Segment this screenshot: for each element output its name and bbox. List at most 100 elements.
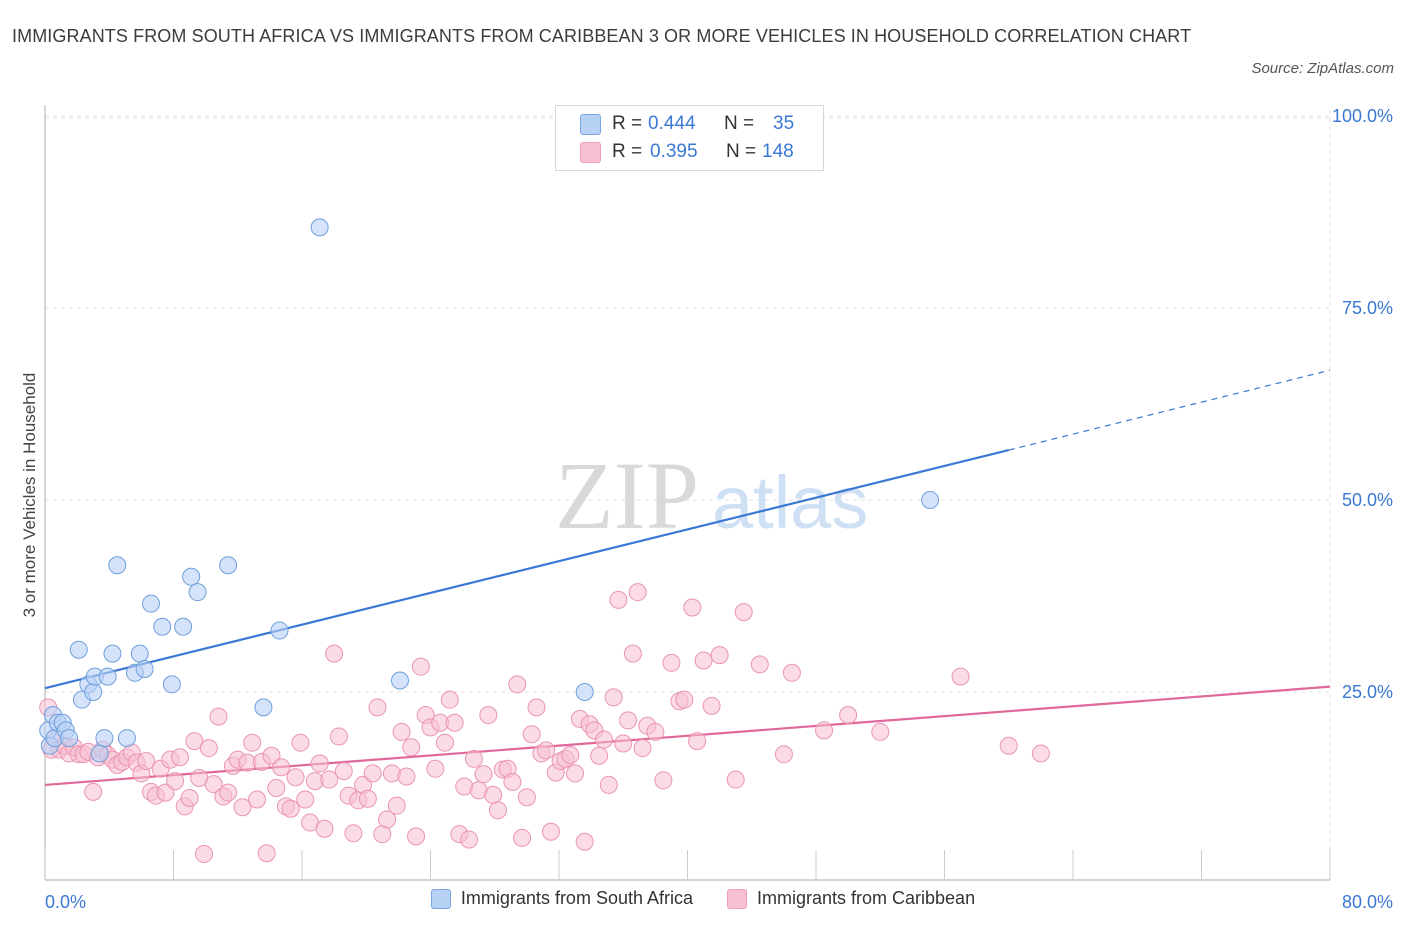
n-value-caribbean: 148 [762, 141, 794, 162]
point-caribbean [541, 822, 560, 841]
point-caribbean [272, 758, 291, 777]
point-caribbean [204, 775, 223, 794]
legend-label-south-africa: Immigrants from South Africa [460, 888, 693, 908]
point-caribbean [185, 732, 204, 751]
point-caribbean [387, 796, 406, 815]
point-caribbean [411, 657, 430, 676]
point-south-africa [130, 644, 149, 663]
point-caribbean [334, 762, 353, 781]
point-caribbean [750, 655, 769, 674]
point-south-africa [162, 675, 181, 694]
point-caribbean [726, 770, 745, 789]
point-caribbean [474, 765, 493, 784]
point-caribbean [503, 772, 522, 791]
point-caribbean [440, 690, 459, 709]
point-caribbean [594, 730, 613, 749]
point-caribbean [517, 788, 536, 807]
point-south-africa [575, 683, 594, 701]
point-caribbean [137, 752, 156, 771]
point-caribbean [694, 651, 713, 670]
legend-label-caribbean: Immigrants from Caribbean [757, 888, 976, 908]
point-caribbean [243, 733, 262, 752]
point-caribbean [619, 711, 638, 730]
point-caribbean [774, 745, 793, 764]
point-caribbean [654, 771, 673, 790]
watermark-atlas: atlas [712, 461, 868, 544]
point-caribbean [782, 663, 801, 682]
point-caribbean [623, 644, 642, 663]
y-tick-label: 25.0% [1342, 682, 1393, 702]
point-caribbean [815, 721, 834, 740]
y-tick-label: 100.0% [1332, 106, 1393, 126]
point-south-africa [921, 491, 940, 509]
point-south-africa [69, 640, 88, 659]
point-caribbean [479, 706, 498, 725]
point-caribbean [628, 583, 647, 602]
point-caribbean [537, 741, 556, 760]
point-caribbean [392, 722, 411, 741]
point-caribbean [683, 598, 702, 617]
point-caribbean [527, 698, 546, 717]
r-label: R = [612, 141, 643, 162]
chart-legend: Immigrants from South Africa Immigrants … [0, 888, 1406, 909]
watermark-zip: ZIP [555, 442, 699, 549]
point-caribbean [199, 739, 218, 758]
point-caribbean [464, 749, 483, 768]
x-tick-label: 80.0% [1342, 892, 1393, 912]
point-caribbean [180, 788, 199, 807]
point-caribbean [675, 690, 694, 709]
legend-swatch-blue [430, 888, 451, 909]
legend-swatch-pink [727, 888, 747, 909]
stats-row-south-africa: R = 0.444 N = 35 [580, 111, 794, 137]
point-caribbean [839, 706, 858, 725]
point-caribbean [445, 713, 464, 732]
point-caribbean [633, 739, 652, 758]
points-caribbean [39, 583, 1050, 864]
legend-item-caribbean[interactable]: Immigrants from Caribbean [727, 888, 975, 909]
point-caribbean [209, 707, 228, 726]
point-caribbean [688, 732, 707, 751]
tick-labels: 25.0% 50.0% 75.0% 100.0% 0.0% 80.0% [45, 106, 1393, 912]
point-caribbean [426, 759, 445, 778]
point-south-africa [174, 617, 193, 636]
point-caribbean [378, 810, 397, 829]
point-caribbean [951, 667, 970, 686]
point-caribbean [566, 764, 585, 783]
point-caribbean [734, 603, 753, 622]
point-caribbean [590, 746, 609, 765]
point-caribbean [315, 819, 334, 838]
point-caribbean [233, 798, 252, 817]
point-caribbean [646, 722, 665, 741]
point-caribbean [84, 782, 103, 801]
y-tick-label: 50.0% [1342, 490, 1393, 510]
point-caribbean [1031, 744, 1050, 763]
legend-swatch-blue [580, 113, 601, 135]
point-south-africa [310, 218, 329, 237]
point-south-africa [60, 729, 79, 748]
point-caribbean [397, 767, 416, 786]
point-caribbean [484, 785, 503, 804]
point-caribbean [871, 722, 890, 741]
point-caribbean [329, 727, 348, 746]
point-south-africa [142, 594, 161, 613]
legend-item-south-africa[interactable]: Immigrants from South Africa [430, 888, 693, 909]
legend-swatch-pink [580, 141, 601, 163]
point-caribbean [599, 775, 618, 794]
y-tick-label: 75.0% [1342, 298, 1393, 318]
point-south-africa [90, 744, 109, 763]
watermark: ZIP atlas [555, 442, 868, 549]
point-caribbean [170, 748, 189, 767]
n-label: N = [724, 113, 755, 134]
stats-box: R = 0.444 N = 35 R = 0.395 N = 148 [555, 105, 824, 171]
source-label: Source: ZipAtlas.com [1251, 60, 1394, 77]
point-caribbean [407, 827, 426, 846]
point-caribbean [702, 696, 721, 715]
r-label: R = [612, 113, 643, 134]
point-caribbean [267, 779, 286, 797]
point-south-africa [103, 644, 122, 663]
point-south-africa [135, 659, 154, 678]
point-south-africa [95, 729, 114, 748]
point-caribbean [286, 768, 305, 787]
point-caribbean [248, 790, 267, 809]
point-caribbean [296, 790, 315, 809]
